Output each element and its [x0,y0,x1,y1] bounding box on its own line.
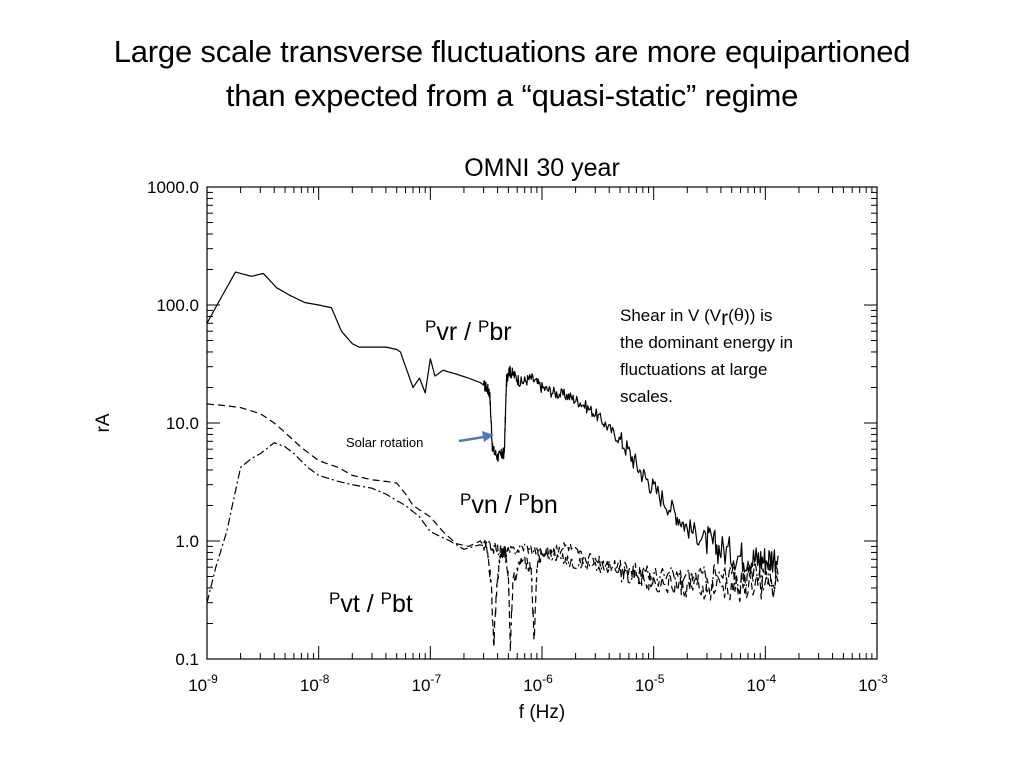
slide-title: Large scale transverse fluctuations are … [0,30,1024,118]
solar-rotation-label: Solar rotation [346,435,423,450]
minor-ticks [207,187,877,659]
x-tick-label: 10-7 [412,672,442,695]
series-label-vr-br: Pvr / Pbr [425,317,512,346]
series-line-vn-bn [206,403,779,652]
major-ticks [206,186,878,660]
y-tick-label: 1000.0 [147,178,199,197]
y-axis-title: rA [93,413,114,432]
series-lines [206,271,779,652]
shear-line-2: the dominant energy in [620,333,793,352]
series-label-vn-bn: Pvn / Pbn [460,490,558,519]
chart-title: OMNI 30 year [464,154,620,182]
shear-line-1: Shear in V (Vr(θ)) is [620,306,772,330]
y-tick-label: 100.0 [156,296,199,315]
plot-frame [206,186,878,660]
x-axis-title: f (Hz) [519,702,565,723]
shear-line-3: fluctuations at large [620,360,767,379]
x-tick-label: 10-3 [858,672,888,695]
y-tick-labels: 0.1 1.0 10.0 100.0 1000.0 [147,178,199,669]
x-tick-label: 10-4 [747,672,777,695]
x-tick-label: 10-8 [300,672,330,695]
series-label-vt-bt: Pvt / Pbt [329,589,413,618]
slide-title-line-1: Large scale transverse fluctuations are … [113,34,911,69]
x-tick-label: 10-9 [188,672,218,695]
shear-annotation: Shear in V (Vr(θ)) is the dominant energ… [620,306,793,406]
y-tick-label: 10.0 [166,414,199,433]
solar-rotation-arrow [458,431,494,443]
series-line-vr-br [206,271,779,575]
series-line-vt-bt [206,442,779,603]
slide-title-line-2: than expected from a “quasi-static” regi… [225,78,799,113]
y-tick-label: 1.0 [175,532,199,551]
x-tick-labels: 10-9 10-8 10-7 10-6 10-5 10-4 10-3 [188,672,888,695]
x-tick-label: 10-6 [523,672,553,695]
x-tick-label: 10-5 [635,672,665,695]
shear-line-4: scales. [620,387,673,406]
y-tick-label: 0.1 [175,650,199,669]
